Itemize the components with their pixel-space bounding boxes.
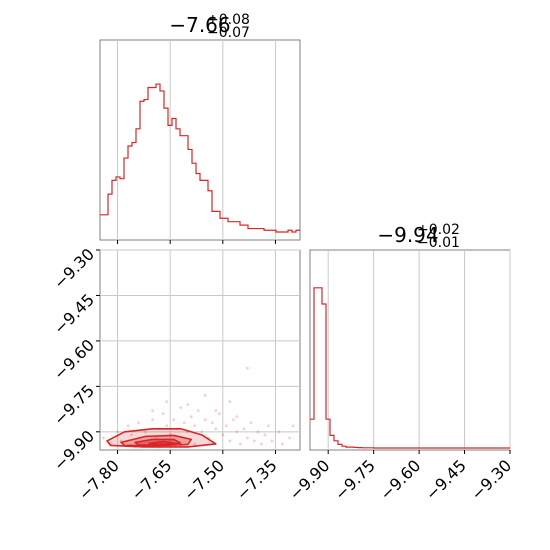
joint-scatter-point xyxy=(116,430,119,434)
joint-x-tick-label: −7.65 xyxy=(127,456,175,504)
param1-marginal-gridlines xyxy=(117,40,276,240)
param2-title: −9.94 xyxy=(377,223,438,247)
joint-scatter-point xyxy=(281,442,284,446)
param2-marginal-gridlines xyxy=(327,250,511,450)
param2-marginal-panel: −9.90−9.75−9.60−9.45−9.30 −9.94 +0.02 −0… xyxy=(285,222,515,504)
param1-marginal-ticks xyxy=(117,240,276,244)
joint-scatter-point xyxy=(256,430,260,434)
joint-scatter-point xyxy=(126,424,130,428)
joint-scatter-point xyxy=(235,430,239,434)
joint-scatter-point xyxy=(210,421,214,425)
joint-scatter-point xyxy=(267,424,270,428)
joint-scatter-point xyxy=(151,418,155,422)
joint-scatter-point xyxy=(291,424,295,428)
joint-frame xyxy=(99,249,301,451)
joint-scatter-point xyxy=(203,418,207,422)
joint-scatter-point xyxy=(203,394,207,397)
joint-scatter-point xyxy=(270,439,274,443)
joint-scatter-point xyxy=(193,442,197,446)
joint-scatter-point xyxy=(196,409,200,413)
param1-marginal-panel: −7.66 +0.08 −0.07 xyxy=(99,12,301,244)
joint-scatter-point xyxy=(288,436,291,440)
param2-x-tick-label: −9.75 xyxy=(331,456,379,504)
param1-title-value: −7.66 xyxy=(169,13,230,37)
joint-scatter-point xyxy=(161,412,165,416)
joint-scatter-point xyxy=(154,436,158,440)
joint-scatter-point xyxy=(214,427,218,431)
joint-scatter-point xyxy=(179,406,183,409)
param2-title-lower: −0.01 xyxy=(417,235,460,251)
joint-y-tick-label: −9.60 xyxy=(50,335,98,383)
joint-scatter-point xyxy=(165,400,169,403)
joint-x-tick-label: −7.50 xyxy=(180,456,228,504)
joint-scatter-point xyxy=(221,433,225,437)
joint-scatter-point xyxy=(231,418,235,422)
joint-scatter-point xyxy=(144,430,148,434)
joint-scatter-point xyxy=(224,424,228,428)
joint-scatter-point xyxy=(228,439,232,443)
param2-histogram xyxy=(310,287,510,449)
joint-y-ticks: −9.30−9.45−9.60−9.75−9.90 xyxy=(50,245,100,474)
joint-scatter-point xyxy=(137,421,140,425)
joint-contours xyxy=(106,427,217,448)
joint-scatter-point xyxy=(228,400,232,403)
joint-scatter-point xyxy=(214,409,218,413)
param2-title-upper: +0.02 xyxy=(417,222,460,238)
joint-scatter-point xyxy=(252,439,256,443)
joint-scatter-point xyxy=(130,433,133,437)
joint-y-tick-label: −9.30 xyxy=(50,245,98,293)
joint-scatter-point xyxy=(260,442,263,446)
joint-scatter-point xyxy=(102,436,105,440)
joint-scatter-point xyxy=(182,421,186,425)
joint-panel: −7.80 −7.65 −7.50 −7.35 −9.30−9.45−9.60−9.7… xyxy=(50,245,301,504)
joint-gridlines xyxy=(100,249,300,450)
joint-scatter-point xyxy=(238,442,242,446)
joint-x-tick-label: −7.80 xyxy=(75,456,123,504)
param2-x-tick-label: −9.90 xyxy=(285,456,333,504)
joint-scatter-point xyxy=(165,424,169,428)
joint-scatter-point xyxy=(217,412,221,416)
joint-scatter-point xyxy=(151,409,155,413)
param2-x-tick-label: −9.30 xyxy=(467,456,515,504)
joint-y-tick-label: −9.75 xyxy=(50,381,98,429)
param2-marginal-frame xyxy=(309,249,511,451)
joint-scatter xyxy=(102,366,295,449)
joint-x-tick-label: −7.35 xyxy=(233,456,281,504)
joint-scatter-point xyxy=(193,424,197,428)
param2-x-ticks: −9.90−9.75−9.60−9.45−9.30 xyxy=(285,450,515,504)
param1-title: −7.66 xyxy=(169,13,230,37)
param1-histogram xyxy=(100,83,300,233)
joint-y-tick-label: −9.90 xyxy=(50,426,98,474)
joint-scatter-point xyxy=(189,415,193,419)
param2-x-tick-label: −9.45 xyxy=(422,456,470,504)
param2-title-value: −9.94 xyxy=(377,223,438,247)
joint-scatter-point xyxy=(277,430,281,434)
param1-title-upper: +0.08 xyxy=(207,12,250,28)
param1-marginal-frame xyxy=(99,39,301,241)
joint-scatter-point xyxy=(242,427,246,431)
joint-scatter-point xyxy=(245,436,249,440)
param1-title-lower: −0.07 xyxy=(207,25,250,41)
joint-scatter-point xyxy=(249,421,253,425)
joint-scatter-point xyxy=(172,418,176,422)
joint-x-ticks: −7.80 −7.65 −7.50 −7.35 xyxy=(75,450,281,504)
joint-scatter-point xyxy=(245,366,249,370)
param2-x-tick-label: −9.60 xyxy=(376,456,424,504)
joint-y-tick-label: −9.45 xyxy=(50,290,98,338)
joint-scatter-point xyxy=(263,433,267,437)
joint-scatter-point xyxy=(186,403,190,406)
joint-scatter-point xyxy=(235,415,239,419)
joint-scatter-point xyxy=(200,430,204,434)
joint-contour-core xyxy=(148,440,175,446)
